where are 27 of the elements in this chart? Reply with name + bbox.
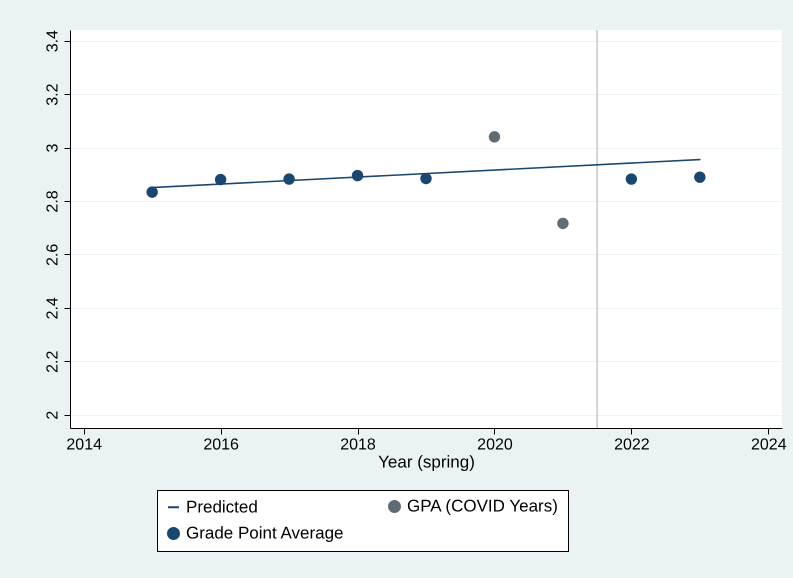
x-tick-label: 2014 bbox=[66, 436, 102, 454]
point bbox=[626, 173, 638, 185]
point bbox=[146, 186, 158, 198]
legend-label: GPA (COVID Years) bbox=[407, 496, 558, 516]
y-tick-label: 3.2 bbox=[44, 83, 62, 106]
legend-label: Grade Point Average bbox=[186, 524, 344, 542]
point bbox=[214, 174, 226, 186]
x-tick-label: 2024 bbox=[751, 436, 787, 454]
point bbox=[283, 173, 295, 185]
y-tick-label: 2.2 bbox=[44, 350, 62, 373]
x-axis-title: Year (spring) bbox=[378, 452, 475, 472]
point bbox=[420, 172, 432, 184]
y-tick-label: 2.8 bbox=[44, 190, 62, 213]
legend-label: Predicted bbox=[186, 497, 258, 516]
point bbox=[352, 170, 364, 182]
point bbox=[557, 218, 569, 230]
y-tick-label: 2.4 bbox=[44, 297, 62, 320]
x-tick-label: 2022 bbox=[614, 436, 650, 454]
point bbox=[694, 171, 706, 183]
y-tick-label: 2.6 bbox=[44, 244, 62, 266]
x-tick-label: 2018 bbox=[340, 436, 376, 454]
y-tick-label: 3.4 bbox=[44, 30, 62, 52]
x-tick-label: 2020 bbox=[477, 436, 513, 454]
y-tick-label: 2 bbox=[44, 410, 62, 420]
x-tick-label: 2016 bbox=[203, 436, 240, 454]
y-tick-label: 3 bbox=[44, 143, 62, 152]
point bbox=[488, 131, 500, 143]
